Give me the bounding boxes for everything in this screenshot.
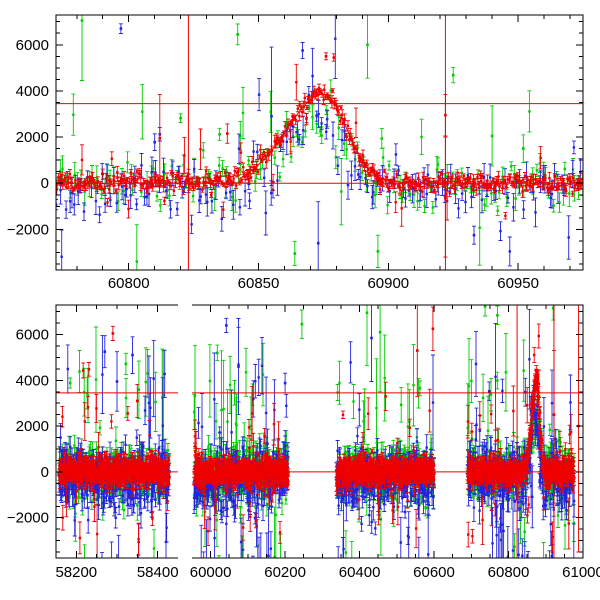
x-tick-label: 60800 (108, 275, 150, 292)
x-tick-label: 60850 (238, 275, 280, 292)
y-tick-label: 4000 (16, 83, 49, 100)
tick-marks (56, 15, 583, 270)
y-tick-label: 6000 (16, 327, 49, 344)
top-green-series (56, 15, 583, 270)
x-tick-label: 60400 (339, 564, 381, 581)
tick-marks (210, 305, 583, 558)
bottom-data-area-0 (57, 325, 172, 558)
bottom-panel: 58200 58400 60000 60200 60400 60600 60800 61000 (55, 304, 600, 581)
x-tick-label: 60000 (190, 564, 232, 581)
bottom-reference-lines (56, 305, 583, 558)
x-tick-label: 60600 (413, 564, 455, 581)
y-tick-label: 2000 (16, 129, 49, 146)
x-tick-label: 58400 (137, 564, 179, 581)
top-data-area-0 (56, 15, 583, 270)
top-panel: 60800 60850 60900 60950 (55, 14, 584, 292)
y-tick-label: −2000 (7, 510, 49, 527)
x-tick-label: 60900 (367, 275, 409, 292)
y-tick-label: 4000 (16, 372, 49, 389)
x-tick-label: 60950 (497, 275, 539, 292)
x-tick-label: 58200 (55, 564, 97, 581)
y-tick-label: 0 (41, 175, 49, 192)
y-tick-label: 2000 (16, 418, 49, 435)
y-tick-label: −2000 (7, 221, 49, 238)
top-red-series (56, 52, 583, 258)
x-tick-label: 61000 (562, 564, 600, 581)
x-tick-label: 60800 (488, 564, 530, 581)
tick-marks (56, 305, 159, 558)
top-blue-series (56, 15, 583, 270)
y-tick-label: 0 (41, 464, 49, 481)
top-axes: 60800 60850 60900 60950 (55, 14, 584, 292)
x-tick-label: 60200 (264, 564, 306, 581)
bottom-axes: 58200 58400 60000 60200 60400 60600 60800 61000 (55, 304, 600, 581)
panel-frame (55, 14, 584, 271)
bottom-red-series (192, 305, 581, 553)
bottom-red-series (57, 325, 171, 558)
top-reference-lines (56, 15, 583, 270)
panel-frame (192, 304, 584, 559)
bottom-data-area-1 (192, 305, 581, 558)
y-tick-label: 6000 (16, 37, 49, 54)
